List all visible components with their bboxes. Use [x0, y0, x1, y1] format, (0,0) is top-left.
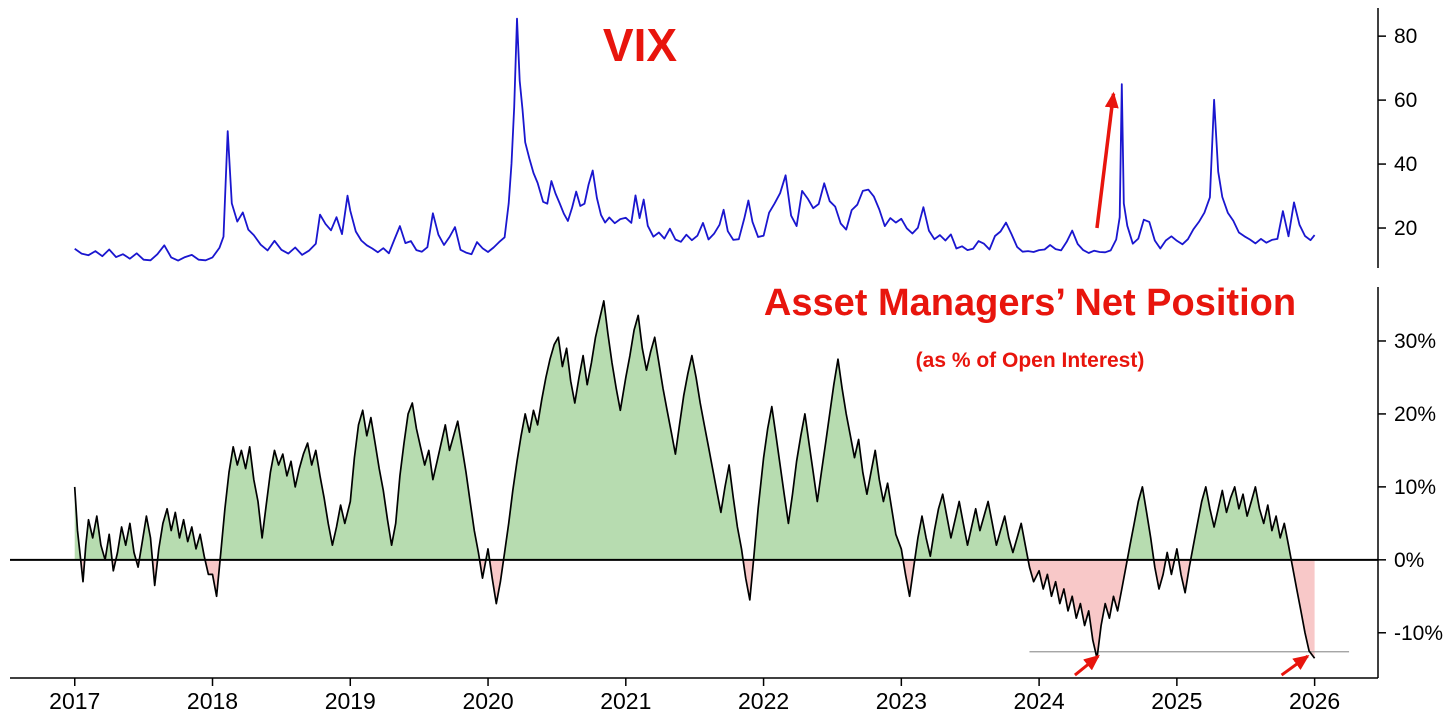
- vix-y-tick-label: 60: [1394, 89, 1417, 112]
- net-y-tick-label: -10%: [1394, 622, 1443, 645]
- x-tick-label: 2017: [49, 688, 100, 714]
- net-low-arrow: [1073, 654, 1100, 677]
- x-tick-label: 2023: [876, 688, 927, 714]
- net-y-tick-label: 10%: [1394, 476, 1436, 499]
- vix-y-tick-label: 80: [1394, 25, 1417, 48]
- net-y-tick-label: 30%: [1394, 330, 1436, 353]
- x-tick-label: 2019: [325, 688, 376, 714]
- net-position-chart-title: Asset Managers’ Net Position: [763, 282, 1297, 324]
- vix-line: [74, 17, 1316, 262]
- x-tick-label: 2022: [738, 688, 789, 714]
- vix-y-tick-label: 40: [1394, 153, 1417, 176]
- net-y-tick-label: 20%: [1394, 403, 1436, 426]
- vix-y-tick-label: 20: [1394, 217, 1417, 240]
- net-y-tick-label: 0%: [1394, 549, 1424, 572]
- x-tick-label: 2024: [1014, 688, 1065, 714]
- net-position-chart-subtitle: (as % of Open Interest): [915, 349, 1145, 372]
- net-position-line: [73, 300, 1316, 660]
- net-area-positive: [74, 300, 1315, 560]
- x-tick-label: 2025: [1151, 688, 1202, 714]
- x-tick-label: 2020: [462, 688, 513, 714]
- x-tick-label: 2026: [1289, 688, 1340, 714]
- x-tick-label: 2018: [187, 688, 238, 714]
- vix-chart-title: VIX: [602, 19, 678, 71]
- vix-spike-arrow: [1095, 91, 1119, 229]
- x-tick-label: 2021: [600, 688, 651, 714]
- net-low-arrow: [1280, 654, 1310, 677]
